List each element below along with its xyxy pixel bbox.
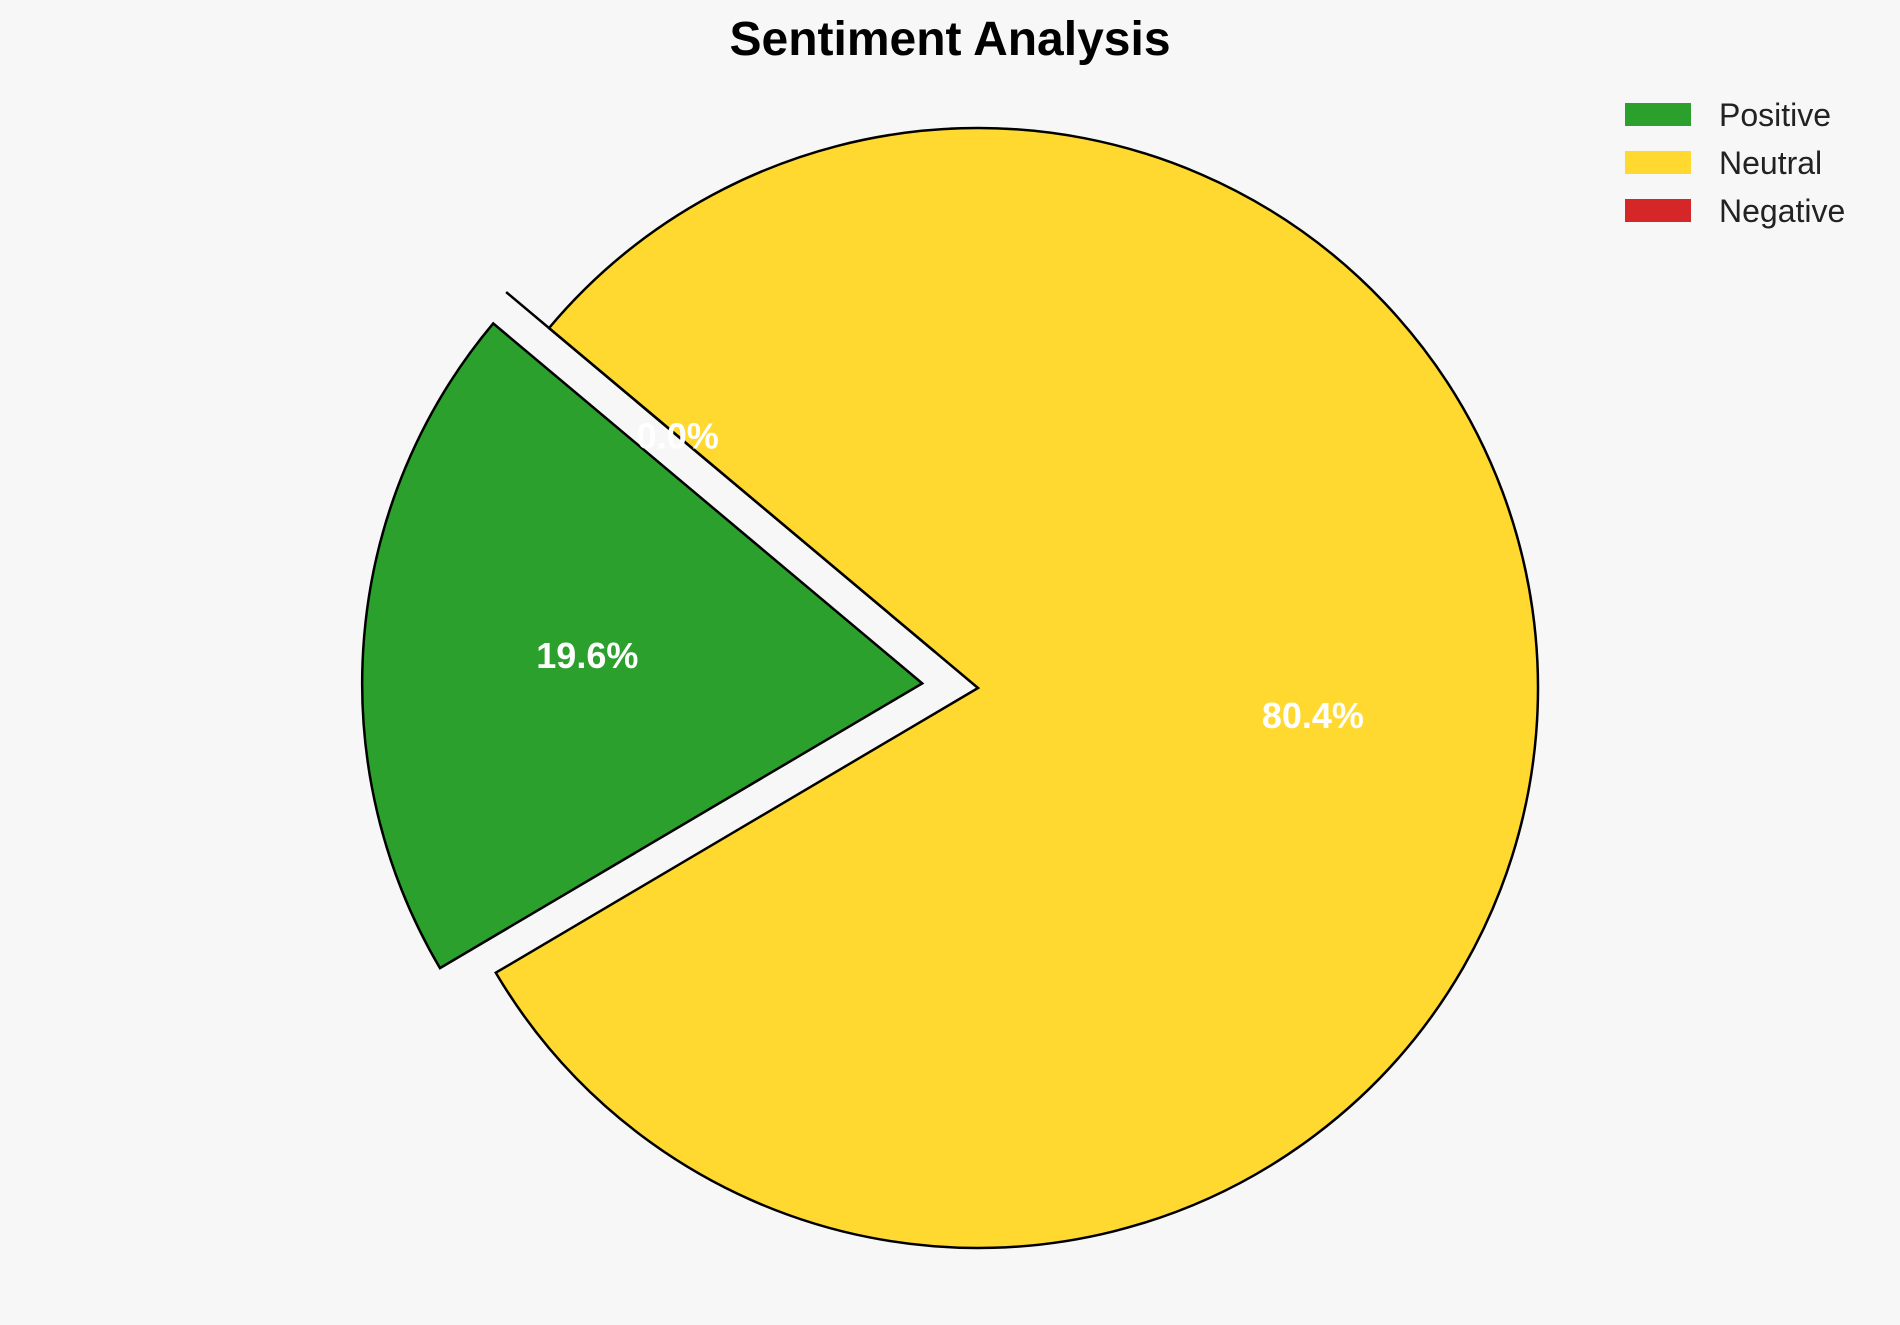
legend-swatch-negative — [1625, 199, 1691, 222]
pie-label-negative: 0.0% — [637, 416, 719, 457]
legend-label-positive: Positive — [1719, 97, 1831, 133]
pie-slice-negative — [505, 291, 936, 653]
legend-label-neutral: Neutral — [1719, 145, 1822, 181]
legend-swatch-positive — [1625, 103, 1691, 126]
chart-title: Sentiment Analysis — [729, 13, 1170, 66]
pie-label-neutral: 80.4% — [1262, 695, 1364, 736]
legend-label-negative: Negative — [1719, 193, 1845, 229]
pie-slice-neutral — [494, 126, 1540, 1250]
legend: Positive Neutral Negative — [1625, 97, 1845, 229]
pie-labels: 19.6% 80.4% 0.0% — [536, 416, 1364, 737]
legend-swatch-neutral — [1625, 151, 1691, 174]
pie-slices — [360, 126, 1540, 1250]
pie-slice-positive — [360, 321, 925, 970]
pie-label-positive: 19.6% — [536, 635, 638, 676]
